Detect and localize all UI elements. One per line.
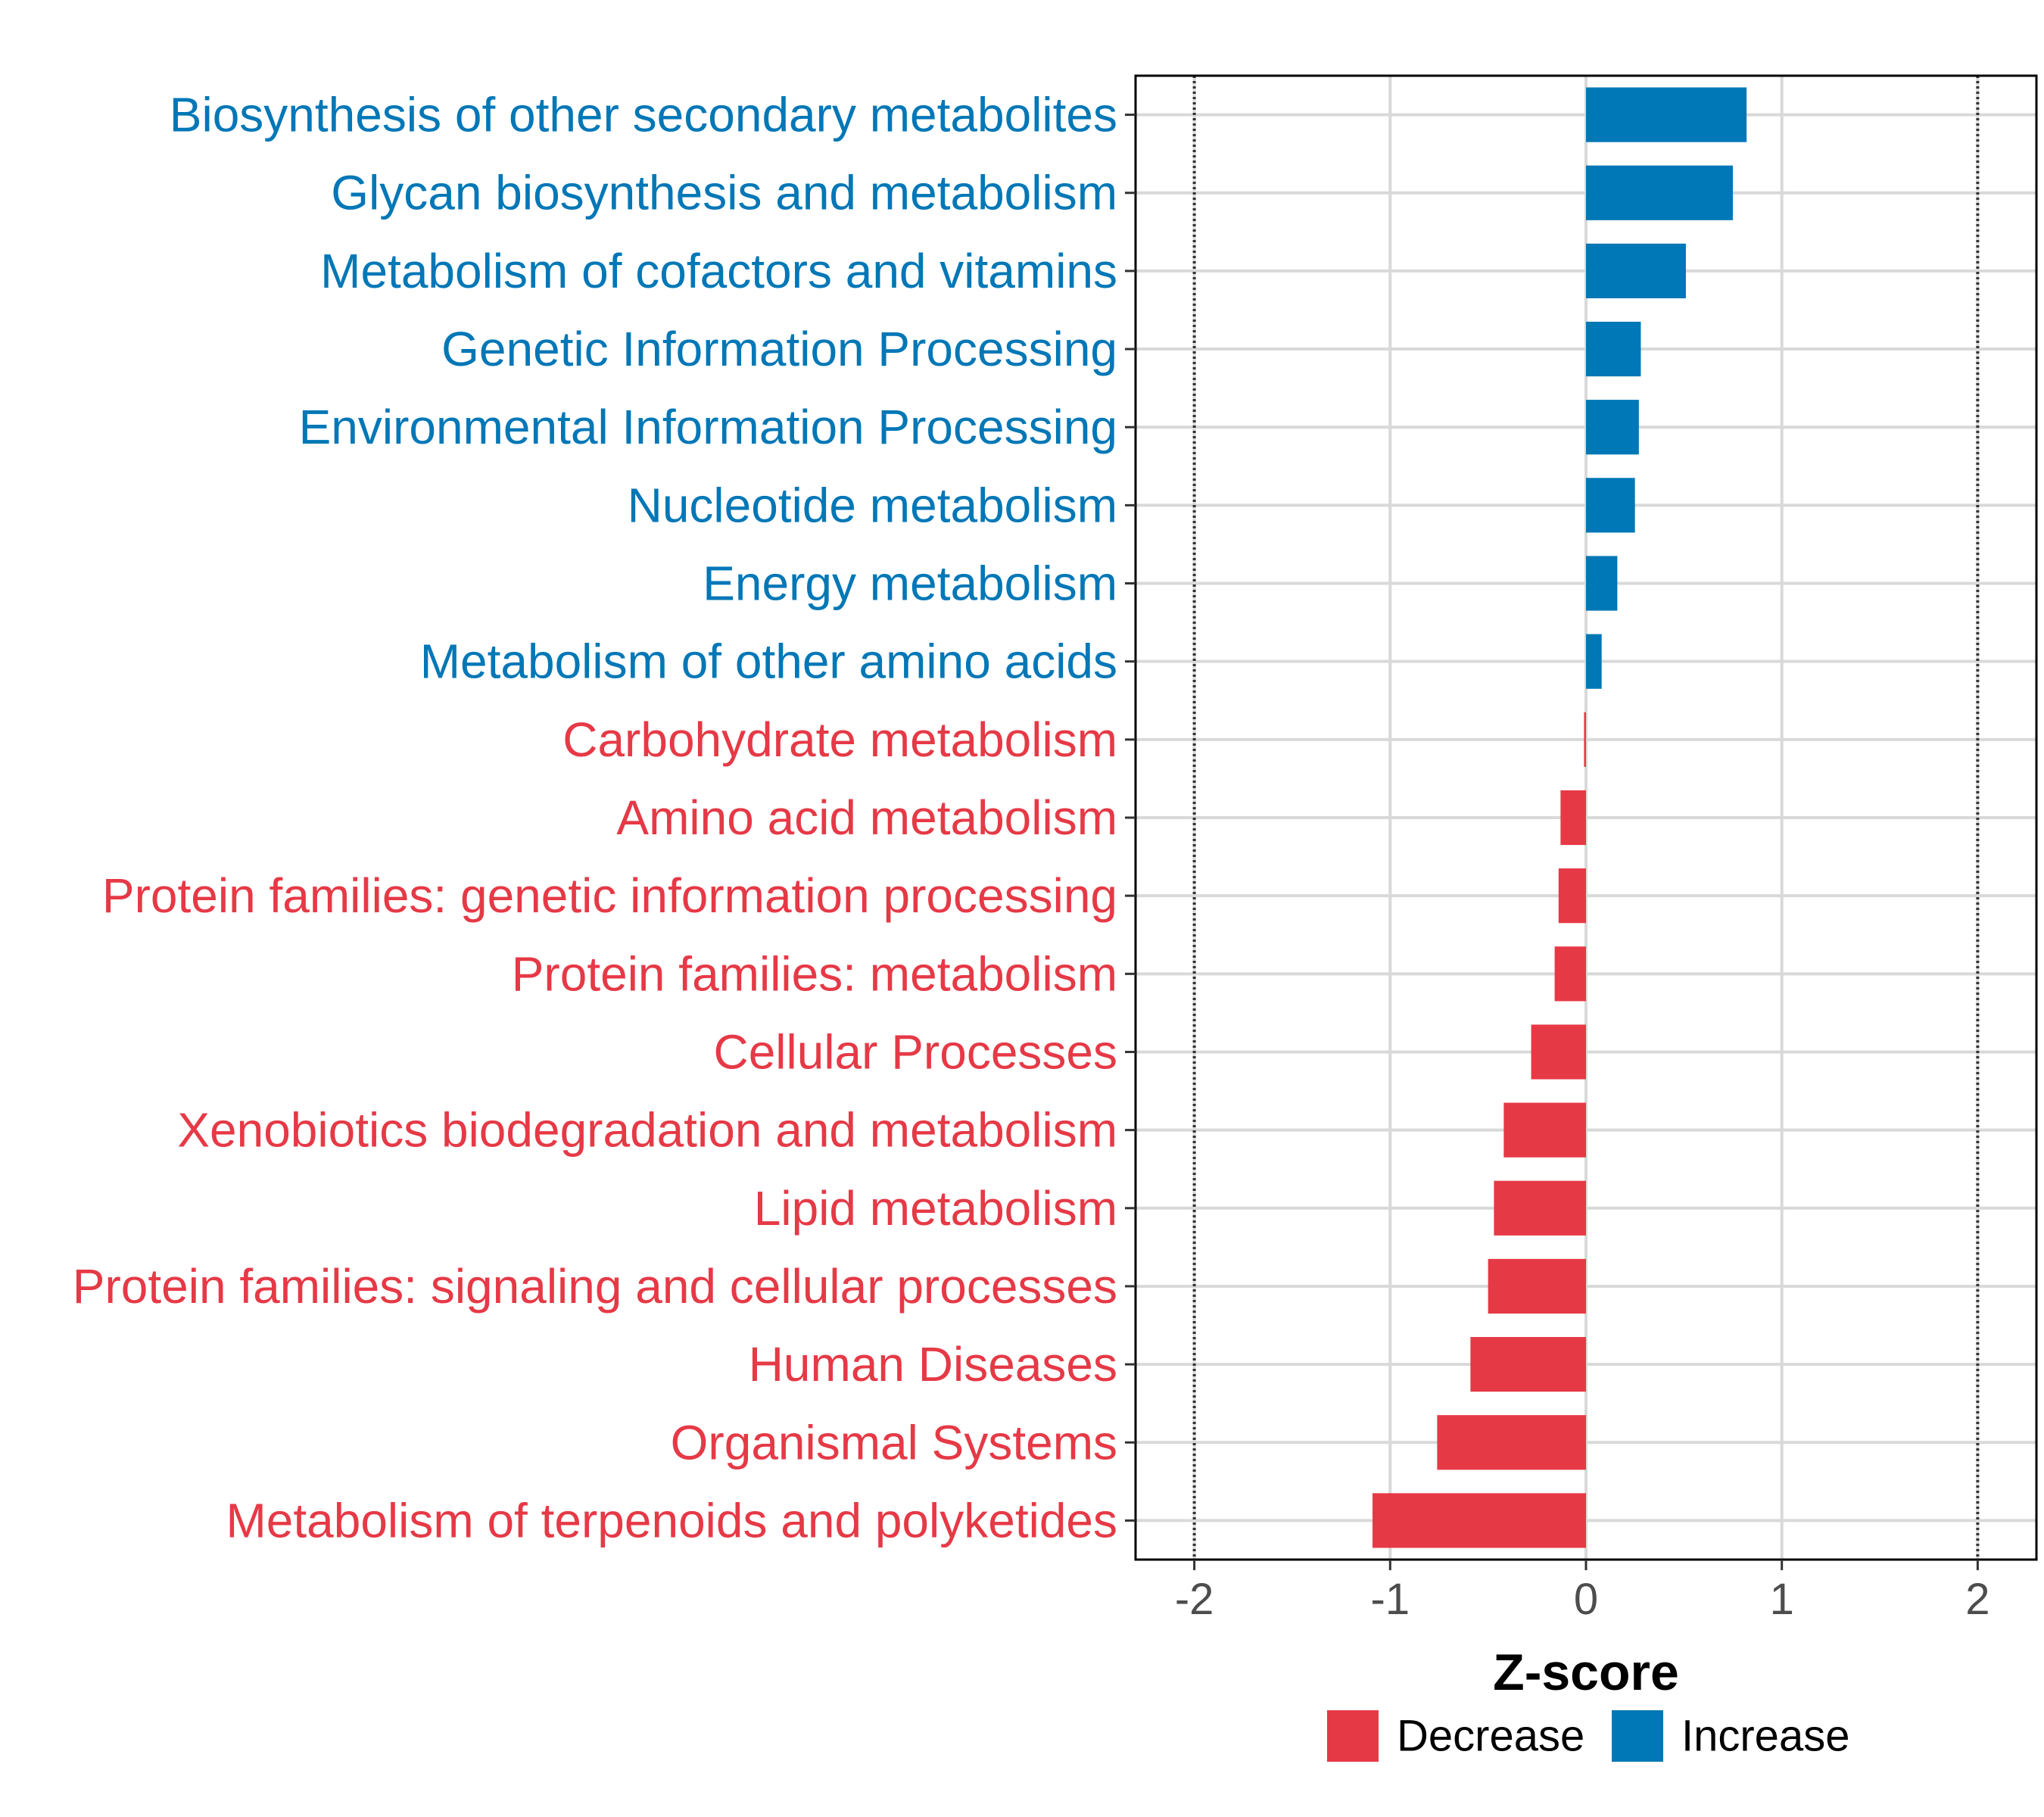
category-label: Energy metabolism	[703, 556, 1117, 611]
reference-lines	[1192, 76, 1980, 1560]
legend: Decrease Increase	[1327, 1710, 1849, 1762]
category-label: Glycan biosynthesis and metabolism	[331, 166, 1117, 220]
category-label: Genetic Information Processing	[441, 322, 1117, 376]
category-label: Protein families: genetic information pr…	[102, 868, 1117, 923]
bar	[1586, 321, 1641, 377]
category-label: Amino acid metabolism	[616, 790, 1117, 845]
y-axis-ticks	[1125, 114, 1136, 1522]
bar	[1586, 243, 1686, 298]
category-label: Xenobiotics biodegradation and metabolis…	[177, 1103, 1117, 1158]
category-label: Nucleotide metabolism	[628, 478, 1117, 532]
category-label: Protein families: signaling and cellular…	[73, 1259, 1117, 1314]
bar	[1470, 1337, 1586, 1392]
bar	[1586, 634, 1602, 689]
x-tick-label: 2	[1965, 1575, 1989, 1624]
category-label: Human Diseases	[749, 1337, 1117, 1392]
category-label: Protein families: metabolism	[512, 946, 1117, 1001]
category-labels: Biosynthesis of other secondary metaboli…	[73, 88, 1117, 1548]
bar	[1560, 790, 1586, 846]
category-label: Biosynthesis of other secondary metaboli…	[170, 88, 1117, 142]
x-axis-ticks: -2 -1 0 1 2	[1175, 1560, 1990, 1624]
legend-label: Increase	[1681, 1712, 1849, 1761]
legend-swatch	[1327, 1710, 1379, 1762]
bar	[1503, 1102, 1586, 1158]
bar	[1586, 556, 1618, 611]
bar	[1586, 87, 1747, 142]
x-tick-label: -1	[1371, 1575, 1410, 1624]
bar	[1558, 868, 1586, 924]
category-label: Metabolism of other amino acids	[420, 634, 1117, 689]
bar	[1586, 400, 1639, 455]
bar	[1586, 478, 1635, 533]
bar	[1437, 1415, 1586, 1470]
legend-swatch	[1612, 1710, 1663, 1762]
category-label: Environmental Information Processing	[299, 400, 1117, 454]
legend-label: Decrease	[1397, 1712, 1584, 1761]
bar	[1531, 1024, 1586, 1080]
x-axis-title: Z-score	[1493, 1644, 1679, 1701]
category-label: Metabolism of terpenoids and polyketides	[226, 1493, 1117, 1547]
bar	[1554, 946, 1586, 1002]
category-label: Carbohydrate metabolism	[562, 712, 1117, 767]
bar	[1488, 1258, 1586, 1314]
bar	[1584, 712, 1586, 767]
bar	[1586, 165, 1734, 220]
x-tick-label: 1	[1770, 1575, 1794, 1624]
category-label: Metabolism of cofactors and vitamins	[320, 244, 1117, 298]
category-label: Organismal Systems	[671, 1415, 1117, 1469]
bars	[1373, 87, 1747, 1548]
bar	[1494, 1180, 1586, 1236]
x-tick-label: -2	[1175, 1575, 1214, 1624]
bar	[1373, 1493, 1586, 1548]
category-label: Lipid metabolism	[754, 1181, 1117, 1236]
category-label: Cellular Processes	[713, 1024, 1117, 1079]
x-tick-label: 0	[1574, 1575, 1598, 1624]
